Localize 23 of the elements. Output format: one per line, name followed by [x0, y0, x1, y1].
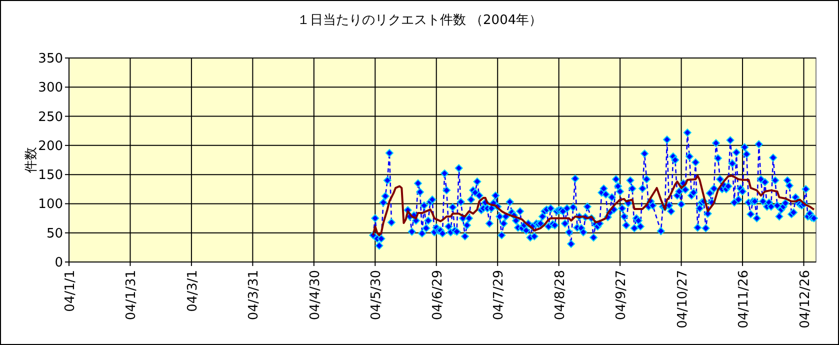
- x-tick-label: 04/6/29: [430, 270, 446, 320]
- x-tick-label: 04/4/30: [308, 270, 323, 320]
- x-tick-label: 04/3/31: [246, 270, 262, 320]
- x-tick-label: 04/7/29: [492, 270, 507, 320]
- y-tick-label: 100: [38, 197, 63, 212]
- x-tick-label: 04/11/26: [736, 270, 752, 328]
- y-tick-label: 250: [38, 110, 63, 125]
- x-tick-label: 04/5/30: [369, 270, 384, 320]
- x-tick-label: 04/9/27: [614, 270, 630, 320]
- y-tick-label: 350: [38, 52, 63, 66]
- x-tick-label: 04/1/31: [124, 270, 140, 320]
- x-tick-label: 04/8/28: [552, 270, 568, 320]
- y-tick-label: 0: [54, 256, 63, 270]
- y-tick-label: 50: [46, 226, 63, 242]
- x-tick-label: 04/1/1: [63, 270, 78, 312]
- x-tick-label: 04/3/1: [185, 270, 200, 312]
- y-tick-label: 300: [38, 80, 63, 96]
- y-tick-label: 200: [38, 138, 63, 154]
- x-tick-label: 04/12/26: [798, 270, 813, 328]
- y-axis-title: 件数: [24, 147, 39, 173]
- y-tick-label: 150: [38, 168, 63, 184]
- chart-title: １日当たりのリクエスト件数 （2004年）: [296, 13, 542, 28]
- x-tick-label: 04/10/27: [675, 270, 690, 328]
